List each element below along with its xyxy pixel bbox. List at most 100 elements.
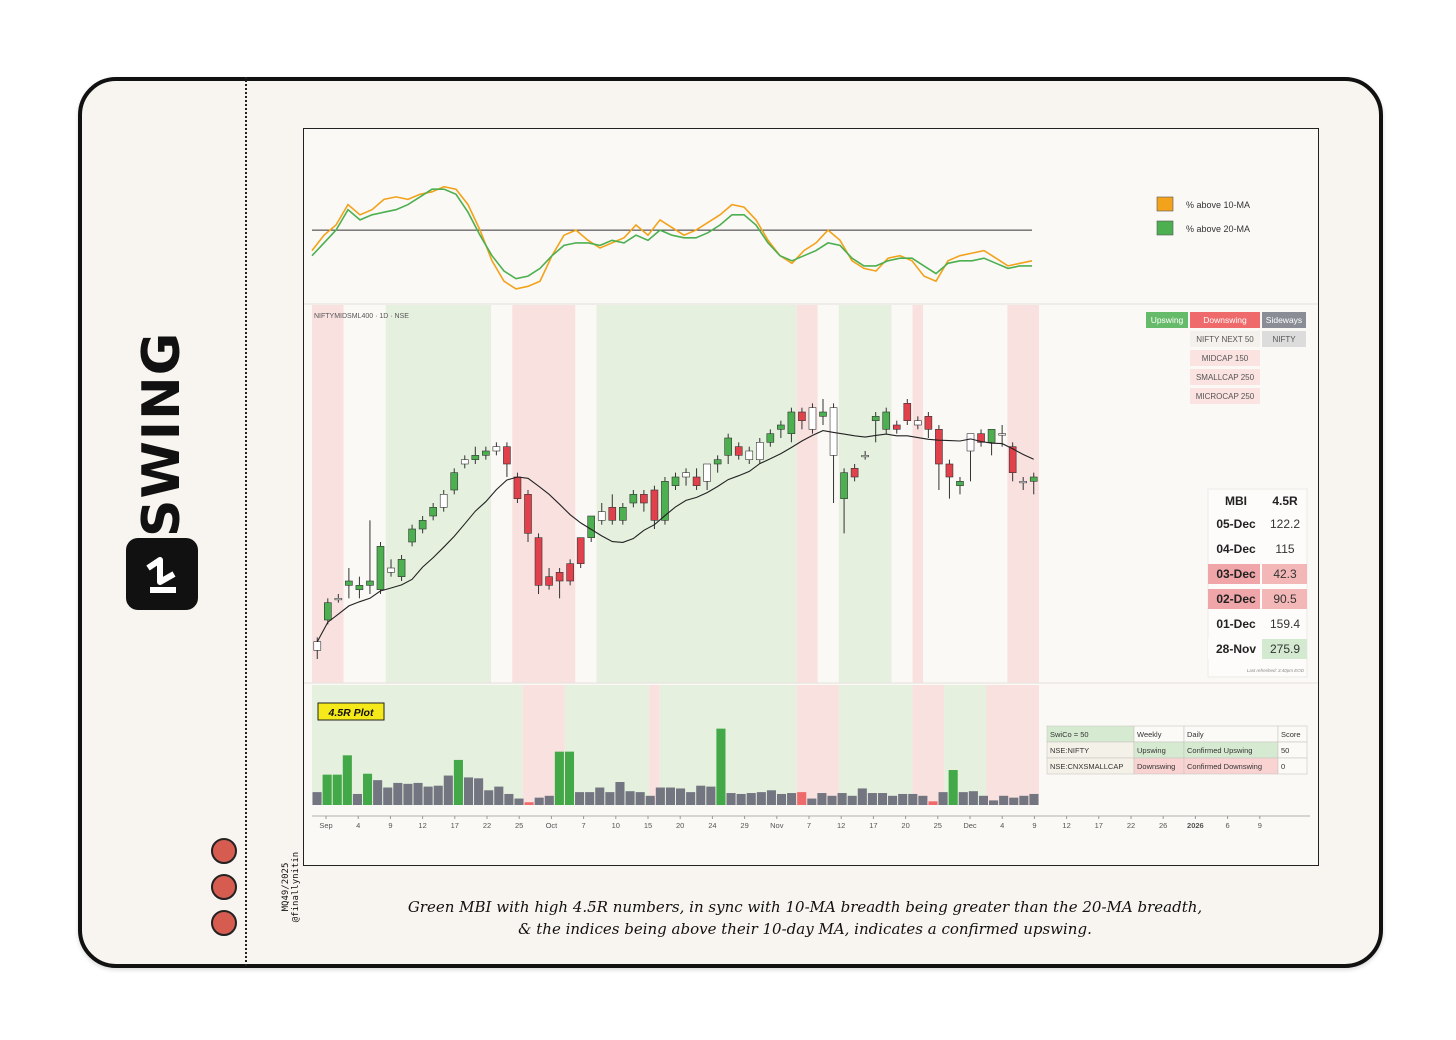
axis-tick-label: 9 <box>388 821 392 830</box>
candle <box>439 494 448 508</box>
mbi-footnote: Last refreshed: 3:40pm EOD <box>1247 668 1305 673</box>
axis-tick-label: 24 <box>708 821 716 830</box>
legend-label: % above 10-MA <box>1186 200 1250 210</box>
candle <box>597 511 606 521</box>
candle <box>313 641 322 651</box>
plot-bar <box>766 790 776 805</box>
candle <box>692 476 701 486</box>
axis-tick-label: 4 <box>356 821 360 830</box>
candle <box>576 537 585 564</box>
mbi-value-bg <box>1262 639 1307 659</box>
candle <box>808 407 817 430</box>
plot-bar <box>918 795 928 805</box>
legend-swatch <box>1156 220 1174 236</box>
mbi-value: 42.3 <box>1273 567 1297 581</box>
plot-bar <box>857 788 867 805</box>
plot-bar <box>938 792 948 805</box>
candle <box>587 515 596 538</box>
plot-bar <box>443 775 453 805</box>
caption-line-1: Green MBI with high 4.5R numbers, in syn… <box>407 898 1203 916</box>
index-cell-bg <box>1190 388 1260 404</box>
plot-band <box>659 685 797 805</box>
plot-bar <box>635 792 645 805</box>
plot-bar <box>655 787 665 805</box>
plot-bar <box>706 786 716 805</box>
plot-bar <box>736 793 746 805</box>
index-cell-bg <box>1190 350 1260 366</box>
swing-logo-icon <box>126 538 198 610</box>
candle <box>977 433 985 443</box>
candle <box>513 476 522 499</box>
candle <box>334 598 343 601</box>
axis-tick-label: 12 <box>1062 821 1070 830</box>
index-name: MIDCAP 150 <box>1202 354 1249 363</box>
swing-band <box>596 305 797 683</box>
plot-bar <box>463 777 474 805</box>
index-cell-bg <box>1190 331 1260 347</box>
plot-bar <box>898 793 908 805</box>
brand: SWING <box>126 332 200 610</box>
swing-label-bg <box>1262 312 1306 328</box>
candle <box>1008 446 1017 473</box>
decorative-dots <box>211 838 237 946</box>
mbi-value: 90.5 <box>1273 592 1297 606</box>
candle <box>429 507 437 517</box>
candle <box>935 429 943 465</box>
candle <box>798 411 806 421</box>
legend-swatch <box>1156 196 1174 212</box>
plot-bar <box>544 795 554 805</box>
candle <box>734 446 743 456</box>
plot-bar <box>585 792 595 805</box>
mbi-date: 04-Dec <box>1216 542 1256 556</box>
candle <box>324 602 332 621</box>
legend-label: % above 20-MA <box>1186 224 1250 234</box>
swing-band <box>575 305 597 683</box>
plot-bar <box>756 792 766 805</box>
swing-band <box>891 305 913 683</box>
axis-tick-label: 17 <box>1095 821 1103 830</box>
candle <box>471 455 480 460</box>
plot-bar <box>807 798 817 805</box>
plot-bar <box>564 751 575 805</box>
candle <box>914 420 922 426</box>
candle <box>566 563 574 582</box>
plot-band <box>986 685 1039 805</box>
plot-bar <box>625 791 635 805</box>
chart-panel: % above 10-MA % above 20-MA NIFTYMIDSML400… <box>303 128 1319 866</box>
plot-bar <box>847 795 857 805</box>
axis-tick-label: 20 <box>901 821 909 830</box>
swing-band <box>796 305 818 683</box>
candle <box>608 507 617 521</box>
axis-tick-label: 22 <box>483 821 491 830</box>
swico-text: NSE:CNXSMALLCAP <box>1050 762 1123 771</box>
candle <box>387 567 395 573</box>
plot-bar <box>837 793 847 805</box>
candle <box>755 442 764 460</box>
swing-label: Downswing <box>1203 315 1247 325</box>
index-name: SMALLCAP 250 <box>1196 373 1255 382</box>
plot-bar <box>423 786 433 805</box>
axis-tick-label: 12 <box>837 821 845 830</box>
axis-tick-label: Oct <box>546 821 559 830</box>
candle <box>892 424 901 430</box>
axis-tick-label: Dec <box>963 821 977 830</box>
axis-tick-label: 17 <box>451 821 459 830</box>
dot-icon <box>211 874 237 900</box>
plot-bar <box>908 793 918 805</box>
index-name: NIFTY <box>1272 335 1296 344</box>
axis-tick-label: 9 <box>1258 821 1262 830</box>
plot-bar <box>776 793 787 805</box>
candle <box>397 559 406 577</box>
axis-tick-label: 20 <box>676 821 684 830</box>
swing-label-bg <box>1146 312 1188 328</box>
plot-band <box>564 685 650 805</box>
mbi-value: 115 <box>1275 542 1294 556</box>
plot-bar <box>484 790 494 805</box>
swing-label: Sideways <box>1266 315 1302 325</box>
caption: Green MBI with high 4.5R numbers, in syn… <box>300 896 1310 940</box>
dot-icon <box>211 910 237 936</box>
swico-text: Daily <box>1187 730 1204 739</box>
plot-bar <box>605 792 615 805</box>
plot-bar <box>948 770 958 805</box>
plot-bar <box>362 773 373 805</box>
